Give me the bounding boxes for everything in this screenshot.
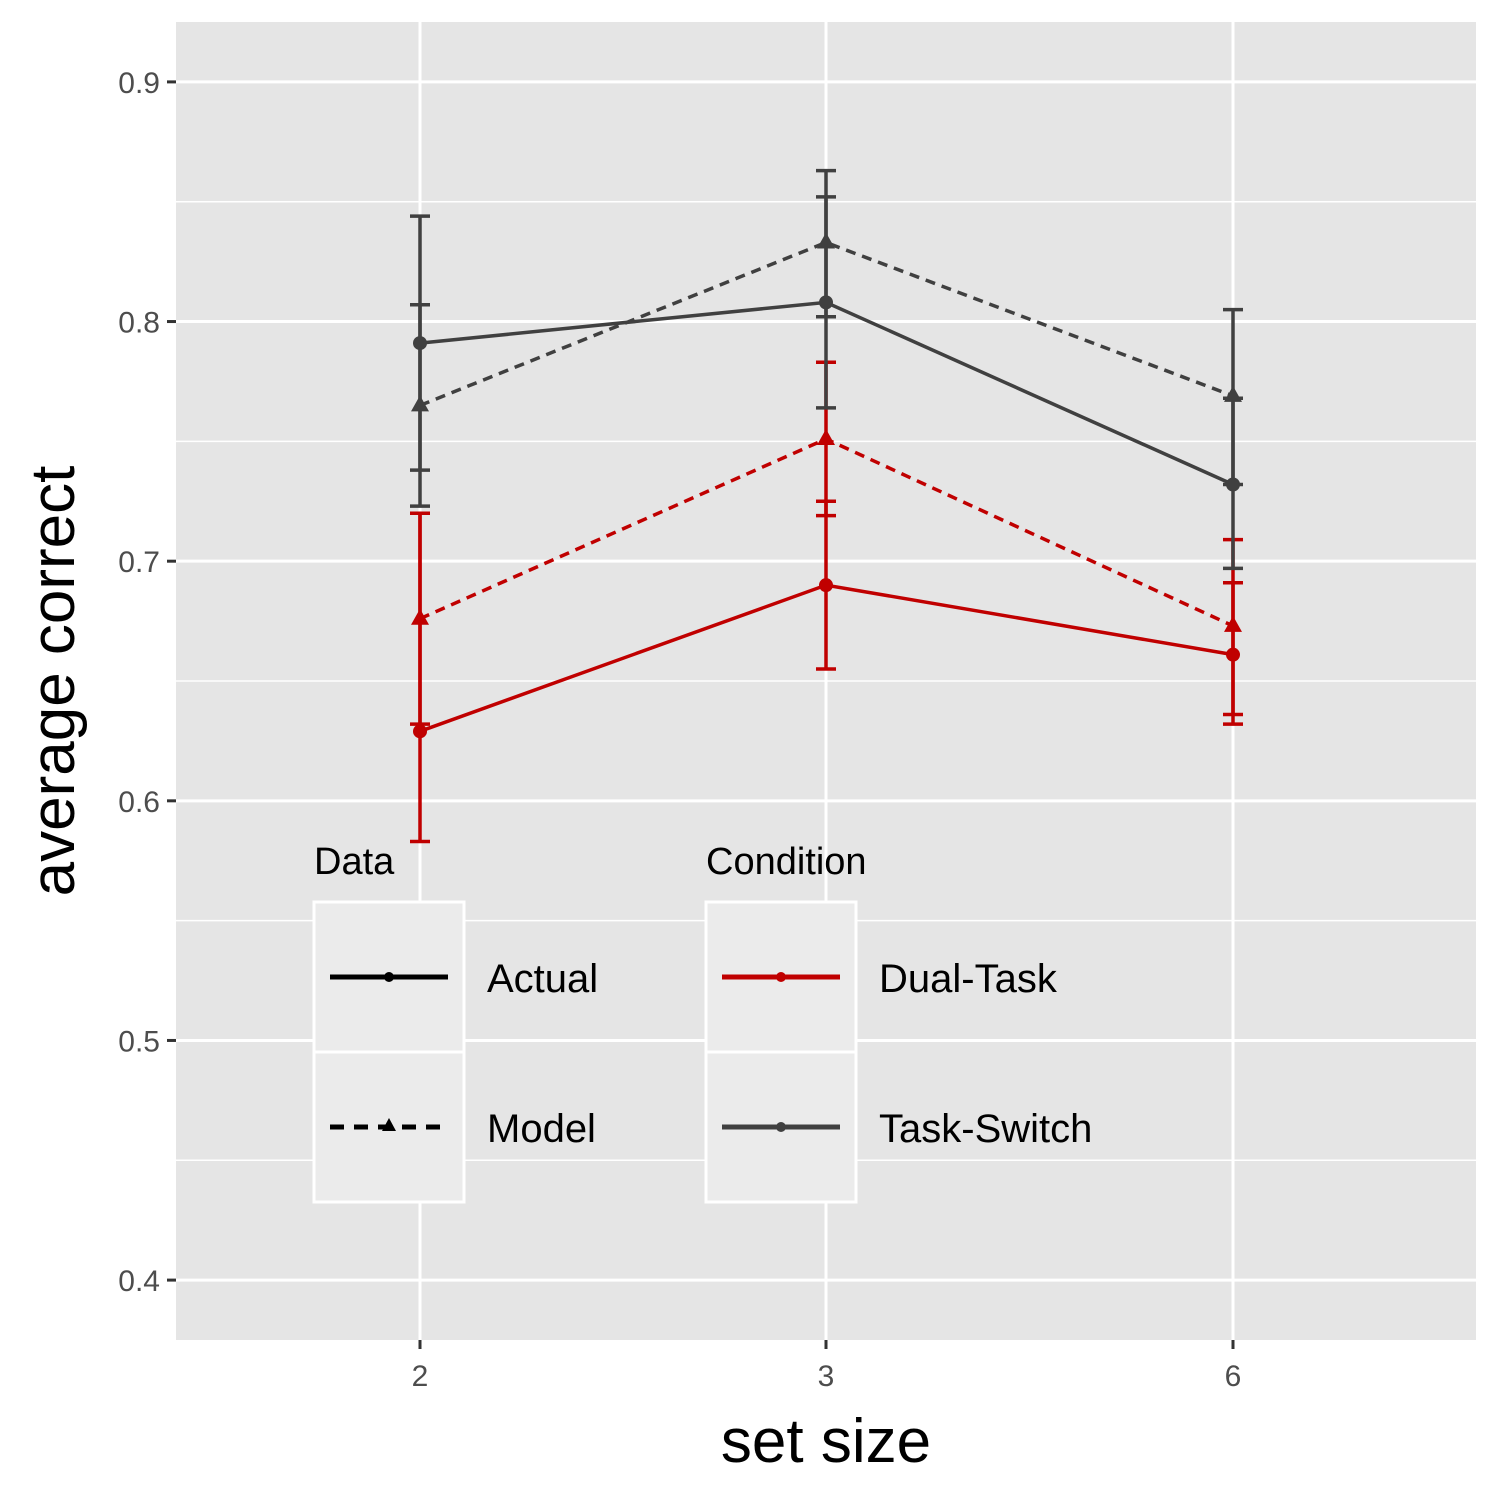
legend-point-dual-task bbox=[776, 972, 786, 982]
x-tick-label: 3 bbox=[818, 1360, 835, 1393]
data-point-circle bbox=[819, 578, 833, 593]
x-tick-label: 2 bbox=[412, 1360, 429, 1393]
legend-data-title: Data bbox=[314, 841, 395, 883]
data-point-circle bbox=[1226, 477, 1240, 492]
x-axis-title: set size bbox=[721, 1407, 931, 1476]
x-tick-label: 6 bbox=[1225, 1360, 1242, 1393]
legend-label-task-switch: Task-Switch bbox=[879, 1107, 1092, 1151]
legend-point-task-switch bbox=[776, 1122, 786, 1132]
data-point-triangle bbox=[817, 428, 835, 445]
y-tick-label: 0.6 bbox=[118, 786, 160, 819]
data-point-circle bbox=[819, 295, 833, 310]
series-task-switch-actual bbox=[410, 195, 1243, 571]
legend-condition: Condition Dual-Task Task-Switch bbox=[704, 841, 1092, 1204]
legend-label-model: Model bbox=[487, 1107, 596, 1151]
y-tick-label: 0.7 bbox=[118, 546, 160, 579]
legend-point-model bbox=[382, 1118, 396, 1131]
y-tick-label: 0.4 bbox=[118, 1265, 160, 1298]
y-tick-label: 0.5 bbox=[118, 1025, 160, 1058]
legend-condition-title: Condition bbox=[706, 841, 867, 883]
data-point-circle bbox=[1226, 647, 1240, 662]
series-layer bbox=[410, 168, 1243, 844]
legend-point-actual bbox=[384, 972, 394, 982]
y-axis: 0.4 0.5 0.6 0.7 0.8 0.9 bbox=[118, 67, 176, 1298]
series-dual-task-actual bbox=[410, 499, 1243, 844]
series-line bbox=[419, 240, 1234, 408]
legend-data: Data Actual Model bbox=[312, 841, 598, 1204]
legend-label-dual-task: Dual-Task bbox=[879, 957, 1058, 1001]
legend-label-actual: Actual bbox=[487, 957, 598, 1001]
data-point-circle bbox=[413, 336, 427, 351]
y-axis-title: average correct bbox=[19, 466, 88, 897]
x-axis: 2 3 6 bbox=[412, 1340, 1242, 1393]
data-point-circle bbox=[413, 724, 427, 739]
y-tick-label: 0.9 bbox=[118, 67, 160, 100]
y-tick-label: 0.8 bbox=[118, 307, 160, 340]
